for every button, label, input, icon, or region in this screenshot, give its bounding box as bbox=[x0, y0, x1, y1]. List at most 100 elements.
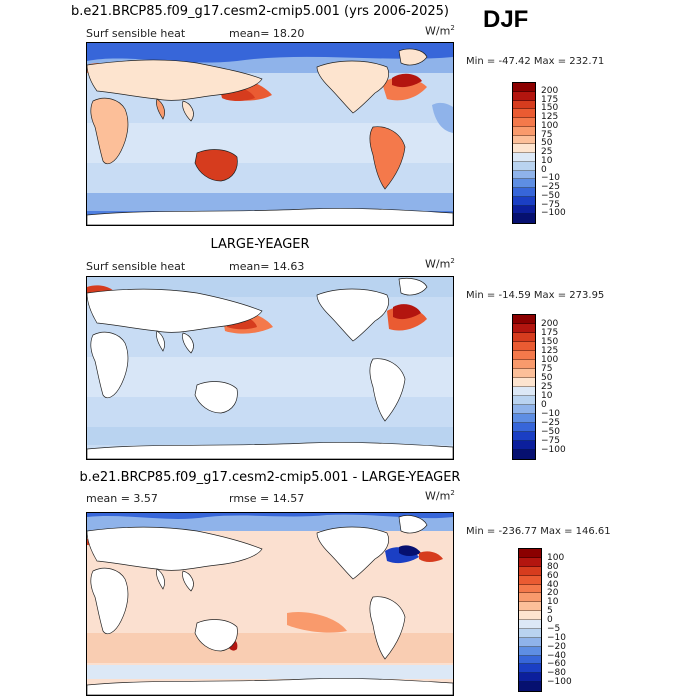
colorbar-swatch bbox=[519, 664, 541, 674]
colorbar-swatch bbox=[513, 91, 535, 101]
colorbar-swatch bbox=[513, 144, 535, 153]
colorbar-swatch bbox=[519, 557, 541, 567]
panel-1-variable-label: Surf sensible heat bbox=[86, 27, 186, 40]
colorbar-swatch bbox=[513, 378, 535, 387]
panel-2-variable-label: Surf sensible heat bbox=[86, 260, 186, 273]
colorbar-swatch bbox=[519, 673, 541, 683]
colorbar-swatch bbox=[513, 214, 535, 223]
colorbar-swatch bbox=[513, 315, 535, 324]
colorbar-swatch bbox=[519, 682, 541, 691]
colorbar-swatch bbox=[519, 646, 541, 656]
colorbar-swatch bbox=[513, 109, 535, 118]
colorbar-swatch bbox=[513, 423, 535, 432]
colorbar-tick-label: 25 bbox=[541, 147, 553, 157]
colorbar-tick-label: 40 bbox=[547, 579, 559, 590]
colorbar-tick-label: −60 bbox=[547, 659, 566, 670]
panel-1-colorbar bbox=[512, 82, 536, 224]
colorbar-swatch bbox=[513, 450, 535, 459]
colorbar-swatch bbox=[513, 100, 535, 110]
colorbar-tick-label: 10 bbox=[541, 391, 553, 401]
panel-1-units: W/m2 bbox=[425, 24, 455, 38]
colorbar-tick-label: 60 bbox=[547, 570, 559, 581]
colorbar-swatch bbox=[513, 135, 535, 145]
colorbar-swatch bbox=[513, 170, 535, 180]
panel-2-units: W/m2 bbox=[425, 257, 455, 271]
colorbar-tick-label: 175 bbox=[541, 328, 559, 338]
colorbar-swatch bbox=[519, 593, 541, 603]
colorbar-swatch bbox=[513, 405, 535, 414]
panel-2-title: LARGE-YEAGER bbox=[210, 237, 310, 252]
colorbar-tick-label: −25 bbox=[541, 418, 560, 428]
panel-3-minmax: Min = -236.77 Max = 146.61 bbox=[466, 526, 611, 537]
colorbar-tick-label: 10 bbox=[541, 155, 553, 166]
colorbar-tick-label: 50 bbox=[541, 373, 553, 383]
colorbar-swatch bbox=[513, 161, 535, 171]
colorbar-swatch bbox=[519, 637, 541, 647]
colorbar-tick-label: −25 bbox=[541, 182, 560, 192]
colorbar-tick-label: 80 bbox=[547, 561, 559, 572]
colorbar-tick-label: 100 bbox=[541, 120, 559, 131]
colorbar-tick-label: 200 bbox=[541, 85, 559, 96]
colorbar-swatch bbox=[513, 179, 535, 188]
colorbar-tick-label: 150 bbox=[541, 337, 559, 347]
colorbar-tick-label: 50 bbox=[541, 138, 553, 149]
panel-1-map bbox=[86, 42, 454, 226]
panel-2-minmax: Min = -14.59 Max = 273.95 bbox=[466, 290, 605, 301]
colorbar-swatch bbox=[513, 342, 535, 351]
panel-3-mean-label: mean = 3.57 bbox=[86, 492, 158, 505]
colorbar-swatch bbox=[513, 205, 535, 215]
colorbar-tick-label: 25 bbox=[541, 382, 553, 392]
colorbar-tick-label: −100 bbox=[541, 208, 566, 219]
panel-3-colorbar bbox=[518, 548, 542, 692]
colorbar-swatch bbox=[513, 196, 535, 206]
panel-2-colorbar bbox=[512, 314, 536, 460]
colorbar-tick-label: −50 bbox=[541, 190, 560, 201]
colorbar-tick-label: −5 bbox=[547, 623, 561, 634]
colorbar-swatch bbox=[513, 126, 535, 136]
colorbar-tick-label: 150 bbox=[541, 103, 559, 114]
colorbar-swatch bbox=[513, 441, 535, 450]
colorbar-swatch bbox=[513, 118, 535, 127]
colorbar-swatch bbox=[513, 83, 535, 92]
colorbar-swatch bbox=[519, 620, 541, 629]
panel-1-title: b.e21.BRCP85.f09_g17.cesm2-cmip5.001 (yr… bbox=[70, 4, 449, 19]
colorbar-tick-label: −100 bbox=[547, 677, 572, 688]
colorbar-tick-label: 100 bbox=[547, 552, 565, 563]
colorbar-swatch bbox=[519, 584, 541, 594]
colorbar-tick-label: −75 bbox=[541, 436, 560, 446]
colorbar-swatch bbox=[519, 566, 541, 576]
panel-3-units: W/m2 bbox=[425, 489, 455, 503]
colorbar-tick-label: 175 bbox=[541, 94, 559, 105]
colorbar-tick-label: 100 bbox=[541, 355, 559, 365]
colorbar-tick-label: 0 bbox=[541, 400, 547, 410]
colorbar-swatch bbox=[513, 396, 535, 405]
colorbar-swatch bbox=[513, 432, 535, 441]
colorbar-tick-label: 5 bbox=[547, 606, 553, 617]
colorbar-tick-label: −20 bbox=[547, 641, 566, 652]
colorbar-tick-label: −10 bbox=[541, 173, 560, 184]
panel-2-mean-label: mean= 14.63 bbox=[229, 260, 305, 273]
colorbar-tick-label: −80 bbox=[547, 668, 566, 679]
colorbar-swatch bbox=[513, 153, 535, 162]
colorbar-swatch bbox=[519, 602, 541, 612]
colorbar-swatch bbox=[513, 333, 535, 342]
colorbar-swatch bbox=[519, 655, 541, 665]
colorbar-swatch bbox=[513, 324, 535, 333]
colorbar-swatch bbox=[513, 351, 535, 360]
panel-2-map bbox=[86, 276, 454, 460]
panel-3-map bbox=[86, 512, 454, 696]
colorbar-swatch bbox=[513, 414, 535, 423]
colorbar-tick-label: 10 bbox=[547, 597, 559, 608]
colorbar-swatch bbox=[519, 549, 541, 558]
colorbar-tick-label: −75 bbox=[541, 199, 560, 210]
panel-3-rmse-label: rmse = 14.57 bbox=[229, 492, 305, 505]
colorbar-tick-label: 0 bbox=[547, 615, 553, 625]
panel-1-mean-label: mean= 18.20 bbox=[229, 27, 305, 40]
colorbar-tick-label: −100 bbox=[541, 445, 566, 455]
colorbar-swatch bbox=[513, 360, 535, 369]
season-label: DJF bbox=[483, 6, 529, 33]
colorbar-tick-label: 75 bbox=[541, 129, 553, 140]
colorbar-tick-label: 125 bbox=[541, 112, 559, 122]
colorbar-swatch bbox=[519, 611, 541, 620]
colorbar-swatch bbox=[513, 369, 535, 378]
